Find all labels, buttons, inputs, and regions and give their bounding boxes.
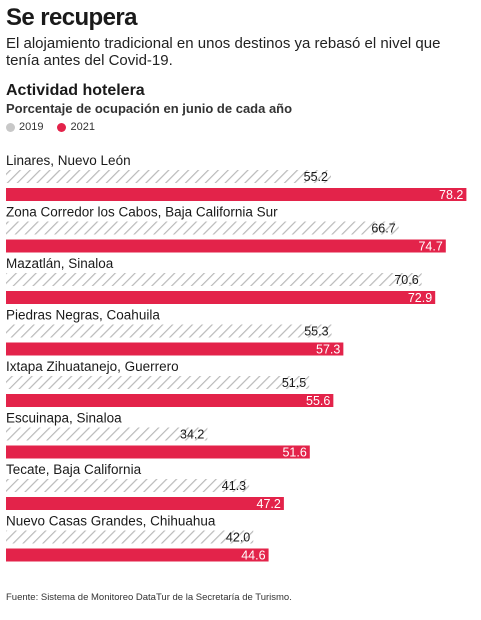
- category-label: Nuevo Casas Grandes, Chihuahua: [6, 514, 216, 529]
- bar-2021: [6, 239, 446, 253]
- data-label-2021: 74.7: [418, 240, 442, 254]
- data-label-2019: 41.3: [222, 479, 246, 493]
- bar-2021: [6, 497, 284, 510]
- category-label: Zona Corredor los Cabos, Baja California…: [6, 205, 278, 220]
- subtitle: El alojamiento tradicional en unos desti…: [6, 35, 441, 69]
- data-label-2021: 72.9: [408, 291, 432, 305]
- bar-2021: [6, 342, 344, 356]
- bar-2019: [6, 479, 250, 492]
- bar-2019: [6, 170, 331, 183]
- category-label: Piedras Negras, Coahuila: [6, 308, 160, 323]
- data-label-2019: 34.2: [180, 428, 204, 442]
- data-label-2021: 55.6: [306, 394, 330, 408]
- legend: 2019 2021: [6, 121, 95, 133]
- data-label-2019: 70.6: [394, 273, 418, 287]
- bar-2019: [6, 273, 422, 286]
- data-label-2021: 51.6: [282, 446, 306, 460]
- legend-label-2019: 2019: [19, 121, 44, 133]
- bar-2019: [6, 221, 399, 235]
- data-label-2021: 44.6: [241, 549, 265, 563]
- bar-2021: [6, 445, 310, 459]
- bar-2021: [6, 291, 436, 304]
- data-label-2019: 42.0: [226, 531, 250, 545]
- bar-2019: [6, 427, 208, 441]
- legend-item-2021: 2021: [57, 121, 95, 133]
- category-label: Tecate, Baja California: [6, 462, 142, 477]
- legend-swatch-2019: [6, 122, 15, 132]
- bar-2021: [6, 548, 269, 562]
- category-label: Linares, Nuevo León: [6, 153, 131, 168]
- legend-label-2021: 2021: [70, 121, 95, 133]
- bar-2019: [6, 376, 310, 389]
- data-label-2019: 55.2: [304, 170, 328, 184]
- bar-2019: [6, 530, 254, 544]
- bar-2019: [6, 324, 332, 338]
- data-label-2019: 51.5: [282, 376, 306, 390]
- chart-subtitle: Porcentaje de ocupación en junio de cada…: [6, 101, 293, 116]
- data-label-2021: 78.2: [439, 188, 463, 202]
- data-label-2021: 47.2: [257, 497, 281, 511]
- bar-2021: [6, 394, 334, 407]
- category-label: Escuinapa, Sinaloa: [6, 411, 122, 426]
- data-label-2019: 66.7: [371, 222, 395, 236]
- bar-2021: [6, 188, 467, 201]
- data-label-2019: 55.3: [304, 325, 328, 339]
- category-label: Ixtapa Zihuatanejo, Guerrero: [6, 359, 179, 374]
- chart-title: Actividad hotelera: [6, 82, 145, 99]
- source-note: Fuente: Sistema de Monitoreo DataTur de …: [6, 592, 292, 603]
- category-label: Mazatlán, Sinaloa: [6, 256, 114, 271]
- legend-swatch-2021: [57, 122, 67, 132]
- data-label-2021: 57.3: [316, 343, 340, 357]
- headline: Se recupera: [6, 4, 137, 31]
- bar-chart: Linares, Nuevo León 55.2 78.2 Zona Corredor…: [6, 153, 467, 563]
- legend-item-2019: 2019: [6, 121, 43, 133]
